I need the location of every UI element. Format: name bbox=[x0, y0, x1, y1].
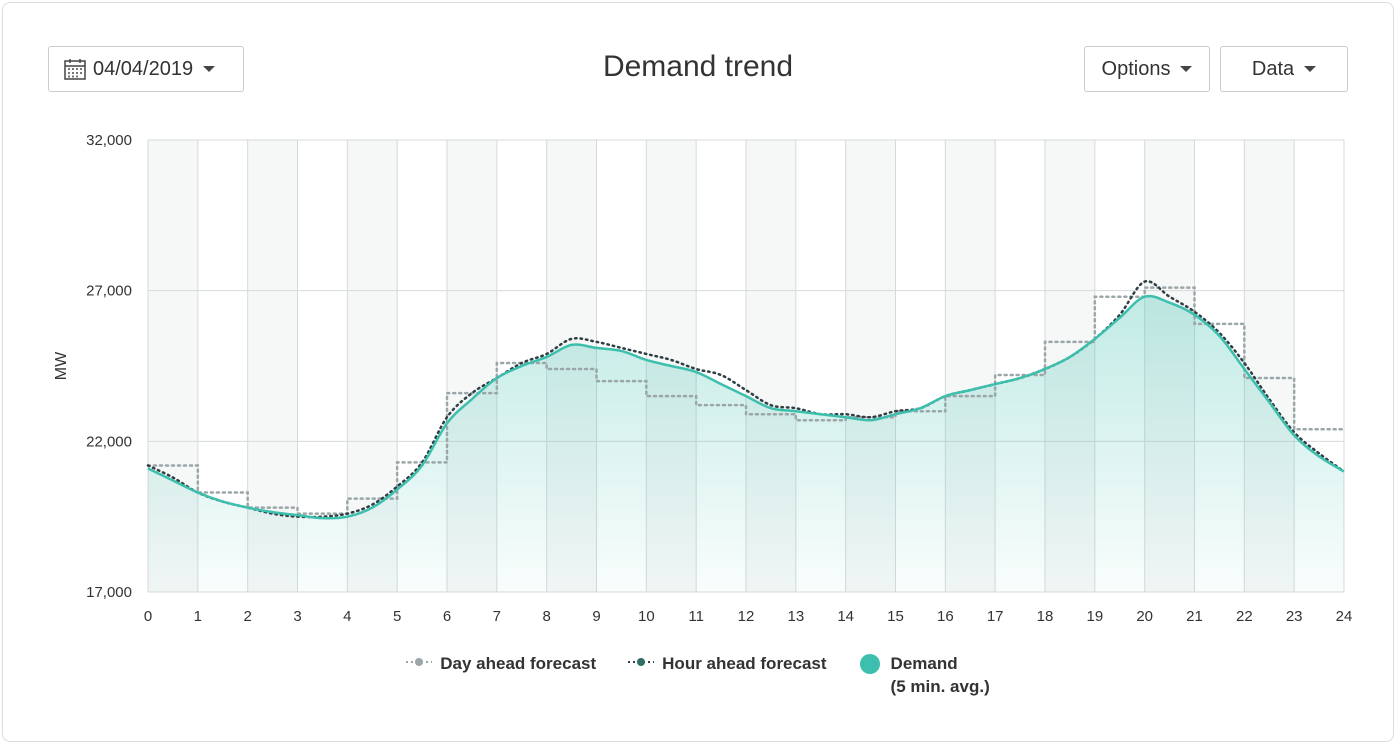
data-label: Data bbox=[1251, 57, 1295, 80]
day-ahead-forecast-line bbox=[146, 286, 1346, 515]
legend-label-demand-sub: (5 min. avg.) bbox=[890, 677, 990, 696]
x-tick-label: 9 bbox=[592, 608, 600, 625]
data-button[interactable]: Data bbox=[1220, 46, 1348, 92]
x-tick-label: 13 bbox=[787, 608, 804, 625]
x-tick-label: 22 bbox=[1236, 608, 1253, 625]
demand-line bbox=[147, 294, 1345, 520]
x-tick-label: 20 bbox=[1136, 608, 1153, 625]
calendar-icon bbox=[63, 57, 87, 81]
y-tick-label: 22,000 bbox=[86, 433, 132, 450]
legend-label-demand: Demand bbox=[890, 654, 958, 673]
x-tick-label: 21 bbox=[1186, 608, 1203, 625]
demand-legend-icon bbox=[859, 654, 880, 674]
x-axis-ticks: 0 1 2 3 4 5 6 7 8 9 10 11 12 13 14 15 16 17 18 19 20 21 22 23 24 bbox=[144, 608, 1353, 625]
chart-title: Demand trend bbox=[602, 50, 794, 83]
date-picker-button[interactable]: 04/04/2019 bbox=[48, 46, 244, 92]
x-tick-label: 8 bbox=[542, 608, 550, 625]
x-tick-label: 2 bbox=[243, 608, 251, 625]
hour-ahead-forecast-line bbox=[146, 279, 1346, 519]
legend-item-demand[interactable]: Demand (5 min. avg.) bbox=[859, 652, 990, 698]
x-tick-label: 19 bbox=[1086, 608, 1103, 625]
x-tick-label: 4 bbox=[343, 608, 351, 625]
date-value: 04/04/2019 bbox=[93, 57, 194, 80]
x-tick-label: 1 bbox=[194, 608, 202, 625]
y-axis-title: MW bbox=[53, 351, 70, 380]
series-lines bbox=[146, 279, 1346, 520]
x-tick-label: 3 bbox=[293, 608, 301, 625]
x-tick-label: 5 bbox=[393, 608, 401, 625]
demand-chart: 0 1 2 3 4 5 6 7 8 9 10 11 12 13 14 15 16 17 18 19 20 21 22 23 24… bbox=[53, 132, 1353, 625]
x-tick-label: 15 bbox=[887, 608, 904, 625]
chart-legend: Day ahead forecast Hour ahead forecast D… bbox=[0, 652, 1396, 698]
x-tick-label: 0 bbox=[144, 608, 152, 625]
x-tick-label: 11 bbox=[688, 608, 704, 625]
x-tick-label: 12 bbox=[738, 608, 755, 625]
x-tick-label: 18 bbox=[1037, 608, 1054, 625]
y-axis-ticks: 17,000 22,000 27,000 32,000 bbox=[86, 132, 132, 601]
options-label: Options bbox=[1101, 57, 1171, 80]
x-tick-label: 23 bbox=[1286, 608, 1303, 625]
day-ahead-legend-icon bbox=[406, 658, 433, 666]
chevron-down-icon bbox=[1180, 66, 1193, 72]
x-tick-label: 17 bbox=[987, 608, 1004, 625]
legend-label-hour-ahead: Hour ahead forecast bbox=[662, 654, 827, 673]
legend-item-day-ahead[interactable]: Day ahead forecast bbox=[406, 652, 596, 675]
legend-label-day-ahead: Day ahead forecast bbox=[440, 654, 597, 673]
y-tick-label: 32,000 bbox=[86, 132, 132, 149]
chevron-down-icon bbox=[1304, 66, 1317, 72]
x-tick-label: 6 bbox=[443, 608, 451, 625]
y-tick-label: 27,000 bbox=[86, 283, 132, 300]
x-tick-label: 7 bbox=[493, 608, 501, 625]
y-tick-label: 17,000 bbox=[86, 584, 132, 601]
x-tick-label: 14 bbox=[837, 608, 854, 625]
legend-item-hour-ahead[interactable]: Hour ahead forecast bbox=[628, 652, 827, 675]
options-button[interactable]: Options bbox=[1084, 46, 1210, 92]
x-tick-label: 24 bbox=[1336, 608, 1353, 625]
x-tick-label: 10 bbox=[638, 608, 655, 625]
chevron-down-icon bbox=[203, 66, 216, 72]
hour-ahead-legend-icon bbox=[628, 658, 655, 666]
x-tick-label: 16 bbox=[937, 608, 954, 625]
